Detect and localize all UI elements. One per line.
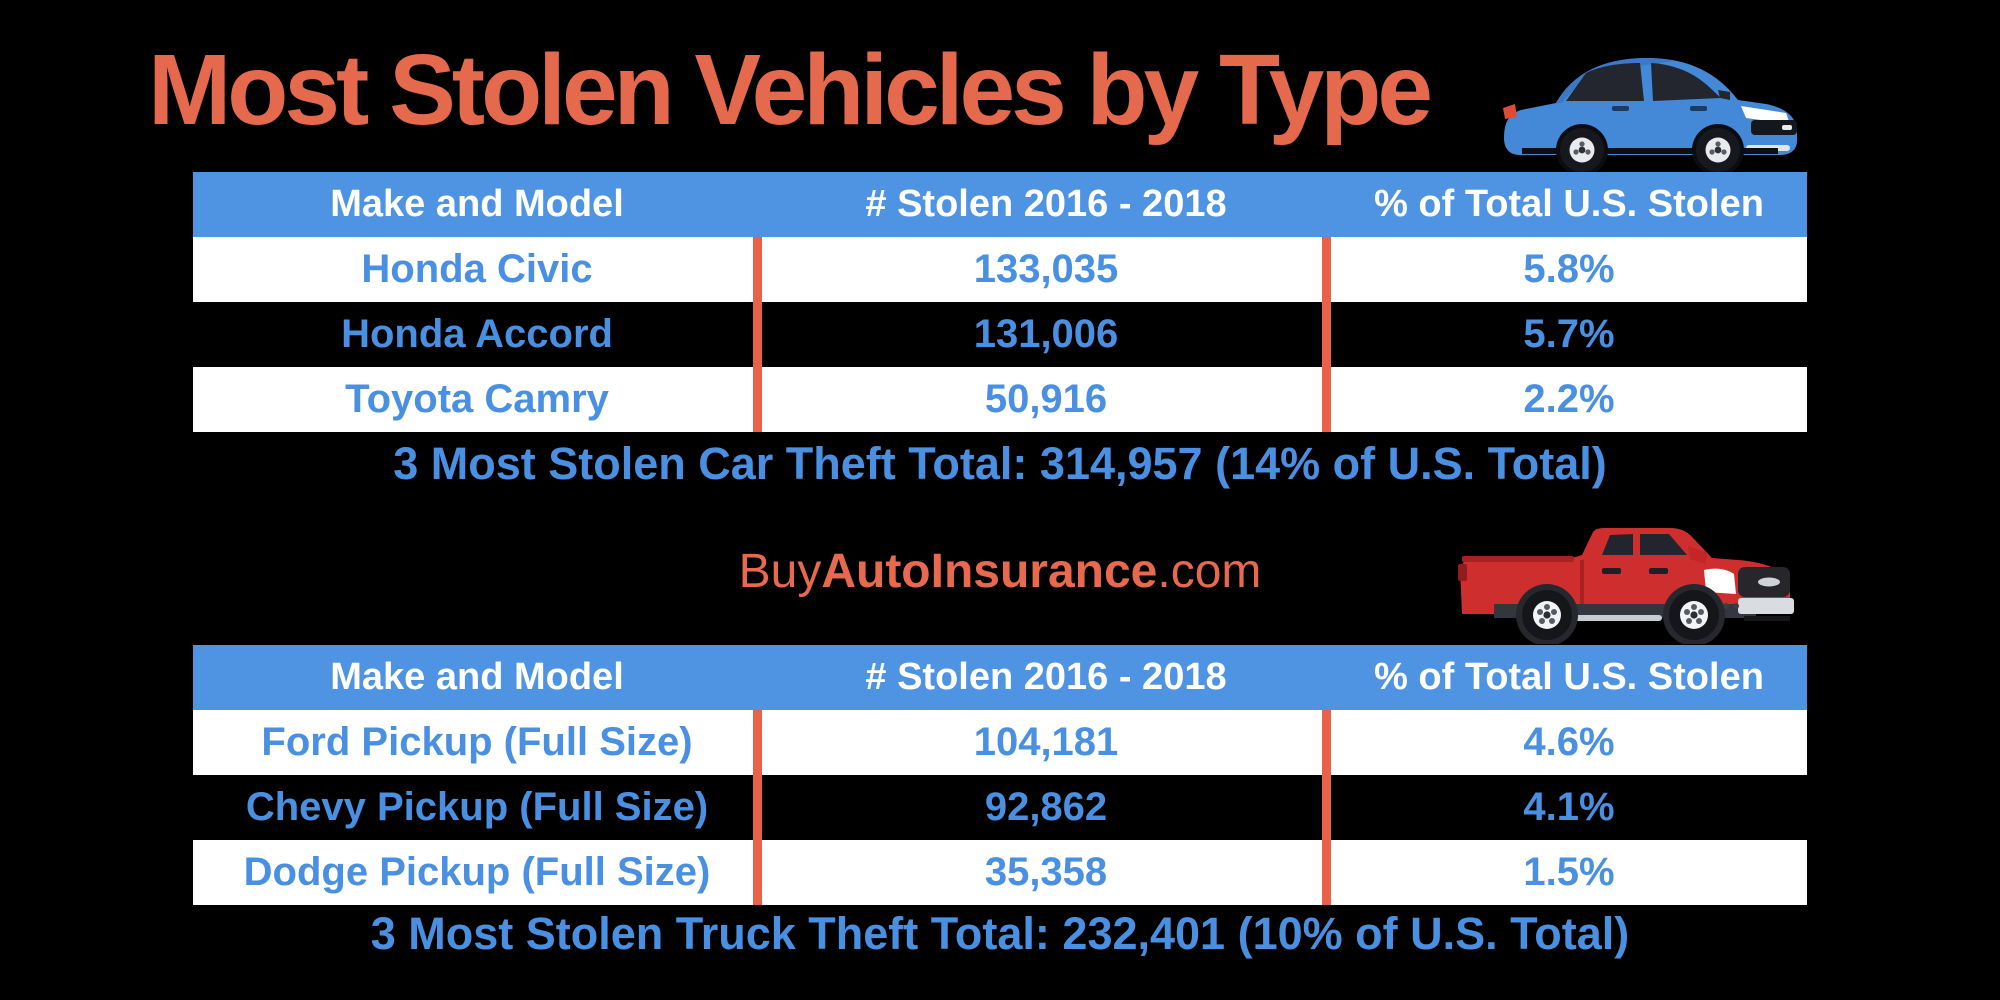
cell-num-stolen: 50,916 [984, 377, 1108, 421]
trucks-summary: 3 Most Stolen Truck Theft Total: 232,401… [370, 908, 1630, 959]
cell-pct-stolen: 5.8% [1523, 247, 1615, 291]
cars-table: Make and Model # Stolen 2016 - 2018 % of… [193, 172, 1807, 432]
cell-pct-stolen: 4.6% [1523, 720, 1615, 764]
table-row-honda-civic: Honda Civic 133,035 5.8% [193, 237, 1807, 302]
column-divider [753, 710, 762, 905]
cars-summary: 3 Most Stolen Car Theft Total: 314,957 (… [393, 438, 1607, 489]
cell-make-model: Honda Civic [361, 247, 593, 291]
trucks-table: Make and Model # Stolen 2016 - 2018 % of… [193, 645, 1807, 905]
cell-make-model: Ford Pickup (Full Size) [261, 720, 693, 764]
cell-pct-stolen: 1.5% [1523, 850, 1615, 894]
column-header-pct-stolen: % of Total U.S. Stolen [1374, 183, 1764, 225]
red-pickup-truck-icon [1458, 528, 1794, 644]
cell-num-stolen: 92,862 [984, 785, 1108, 829]
column-divider [753, 237, 762, 432]
brand-bold: AutoInsurance [821, 545, 1158, 598]
column-header-pct-stolen: % of Total U.S. Stolen [1374, 656, 1764, 698]
cell-num-stolen: 131,006 [973, 312, 1119, 356]
cell-make-model: Toyota Camry [345, 377, 609, 421]
table-row-dodge-pickup: Dodge Pickup (Full Size) 35,358 1.5% [193, 840, 1807, 905]
cell-num-stolen: 35,358 [984, 850, 1108, 894]
column-header-make-model: Make and Model [330, 656, 624, 698]
column-header-make-model: Make and Model [330, 183, 624, 225]
column-divider [1322, 237, 1331, 432]
brand-prefix: Buy [738, 545, 822, 598]
cell-pct-stolen: 5.7% [1523, 312, 1615, 356]
table-row-honda-accord: Honda Accord 131,006 5.7% [193, 302, 1807, 367]
brand-suffix: .com [1157, 545, 1262, 598]
cell-num-stolen: 133,035 [973, 247, 1119, 291]
table-row-chevy-pickup: Chevy Pickup (Full Size) 92,862 4.1% [193, 775, 1807, 840]
cell-make-model: Dodge Pickup (Full Size) [243, 850, 711, 894]
page-title: Most Stolen Vehicles by Type [148, 34, 1433, 146]
trucks-table-header-row: Make and Model # Stolen 2016 - 2018 % of… [193, 645, 1807, 710]
column-divider [1322, 710, 1331, 905]
column-header-num-stolen: # Stolen 2016 - 2018 [865, 656, 1227, 698]
cell-pct-stolen: 4.1% [1523, 785, 1615, 829]
column-header-num-stolen: # Stolen 2016 - 2018 [865, 183, 1227, 225]
cell-num-stolen: 104,181 [973, 720, 1119, 764]
table-row-toyota-camry: Toyota Camry 50,916 2.2% [193, 367, 1807, 432]
blue-sedan-car-icon [1503, 57, 1797, 174]
cell-pct-stolen: 2.2% [1523, 377, 1615, 421]
brand-logo: BuyAutoInsurance.com [0, 544, 2000, 599]
cars-table-header-row: Make and Model # Stolen 2016 - 2018 % of… [193, 172, 1807, 237]
cell-make-model: Chevy Pickup (Full Size) [245, 785, 709, 829]
cell-make-model: Honda Accord [341, 312, 613, 356]
table-row-ford-pickup: Ford Pickup (Full Size) 104,181 4.6% [193, 710, 1807, 775]
